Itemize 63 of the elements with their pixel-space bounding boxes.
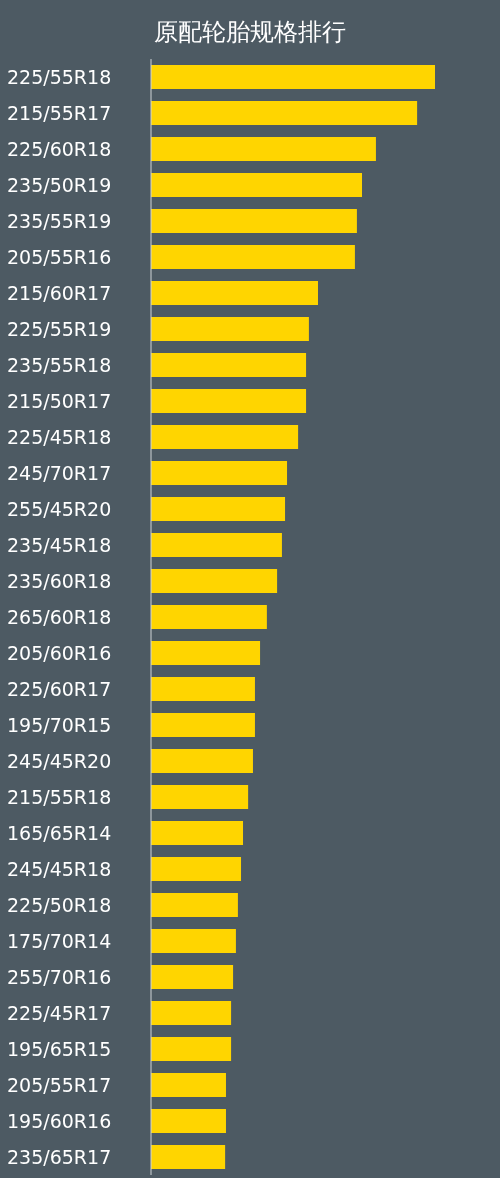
- y-tick-label: 195/65R15: [7, 1038, 112, 1060]
- bar: [151, 641, 261, 665]
- bar: [151, 209, 357, 233]
- y-tick-label: 225/60R17: [7, 678, 112, 700]
- bar: [151, 569, 278, 593]
- y-tick-label: 235/65R17: [7, 1146, 112, 1168]
- bar: [151, 1109, 226, 1133]
- y-tick-label: 235/55R19: [7, 210, 112, 232]
- bar: [151, 857, 242, 881]
- y-tick-label: 225/45R18: [7, 426, 112, 448]
- y-tick-label: 245/70R17: [7, 462, 112, 484]
- bar: [151, 137, 376, 161]
- bar: [151, 245, 355, 269]
- y-tick-label: 215/50R17: [7, 390, 112, 412]
- bar: [151, 929, 236, 953]
- bar: [151, 1001, 232, 1025]
- y-tick-label: 205/60R16: [7, 642, 112, 664]
- y-tick-label: 255/70R16: [7, 966, 112, 988]
- bar: [151, 893, 238, 917]
- y-tick-label: 265/60R18: [7, 606, 112, 628]
- y-tick-label: 195/60R16: [7, 1110, 112, 1132]
- y-tick-label: 205/55R16: [7, 246, 112, 268]
- bar: [151, 1145, 226, 1169]
- y-tick-label: 195/70R15: [7, 714, 112, 736]
- y-tick-label: 235/60R18: [7, 570, 112, 592]
- bar: [151, 461, 288, 485]
- y-tick-label: 175/70R14: [7, 930, 112, 952]
- bar: [151, 389, 307, 413]
- bar: [151, 65, 435, 89]
- bar: [151, 173, 363, 197]
- bar: [151, 101, 418, 125]
- bar: [151, 605, 267, 629]
- y-tick-label: 225/60R18: [7, 138, 112, 160]
- chart-title: 原配轮胎规格排行: [154, 18, 346, 46]
- y-tick-label: 215/55R18: [7, 786, 112, 808]
- bar: [151, 425, 299, 449]
- y-tick-label: 205/55R17: [7, 1074, 112, 1096]
- y-tick-label: 245/45R18: [7, 858, 112, 880]
- bar: [151, 1037, 232, 1061]
- bar: [151, 713, 255, 737]
- bar: [151, 821, 244, 845]
- y-tick-label: 225/55R18: [7, 66, 112, 88]
- bar: [151, 281, 318, 305]
- bar: [151, 497, 286, 521]
- y-tick-label: 215/55R17: [7, 102, 112, 124]
- bar: [151, 353, 307, 377]
- y-tick-label: 255/45R20: [7, 498, 112, 520]
- y-tick-label: 225/50R18: [7, 894, 112, 916]
- bar: [151, 749, 253, 773]
- y-tick-label: 235/45R18: [7, 534, 112, 556]
- bar: [151, 965, 234, 989]
- y-tick-label: 225/45R17: [7, 1002, 112, 1024]
- y-tick-label: 225/55R19: [7, 318, 112, 340]
- bar: [151, 785, 249, 809]
- y-tick-label: 245/45R20: [7, 750, 112, 772]
- bar: [151, 1073, 226, 1097]
- y-tick-label: 235/50R19: [7, 174, 112, 196]
- y-tick-label: 215/60R17: [7, 282, 112, 304]
- bar: [151, 317, 309, 341]
- bar: [151, 533, 282, 557]
- y-tick-label: 235/55R18: [7, 354, 112, 376]
- bar: [151, 677, 255, 701]
- y-tick-label: 165/65R14: [7, 822, 112, 844]
